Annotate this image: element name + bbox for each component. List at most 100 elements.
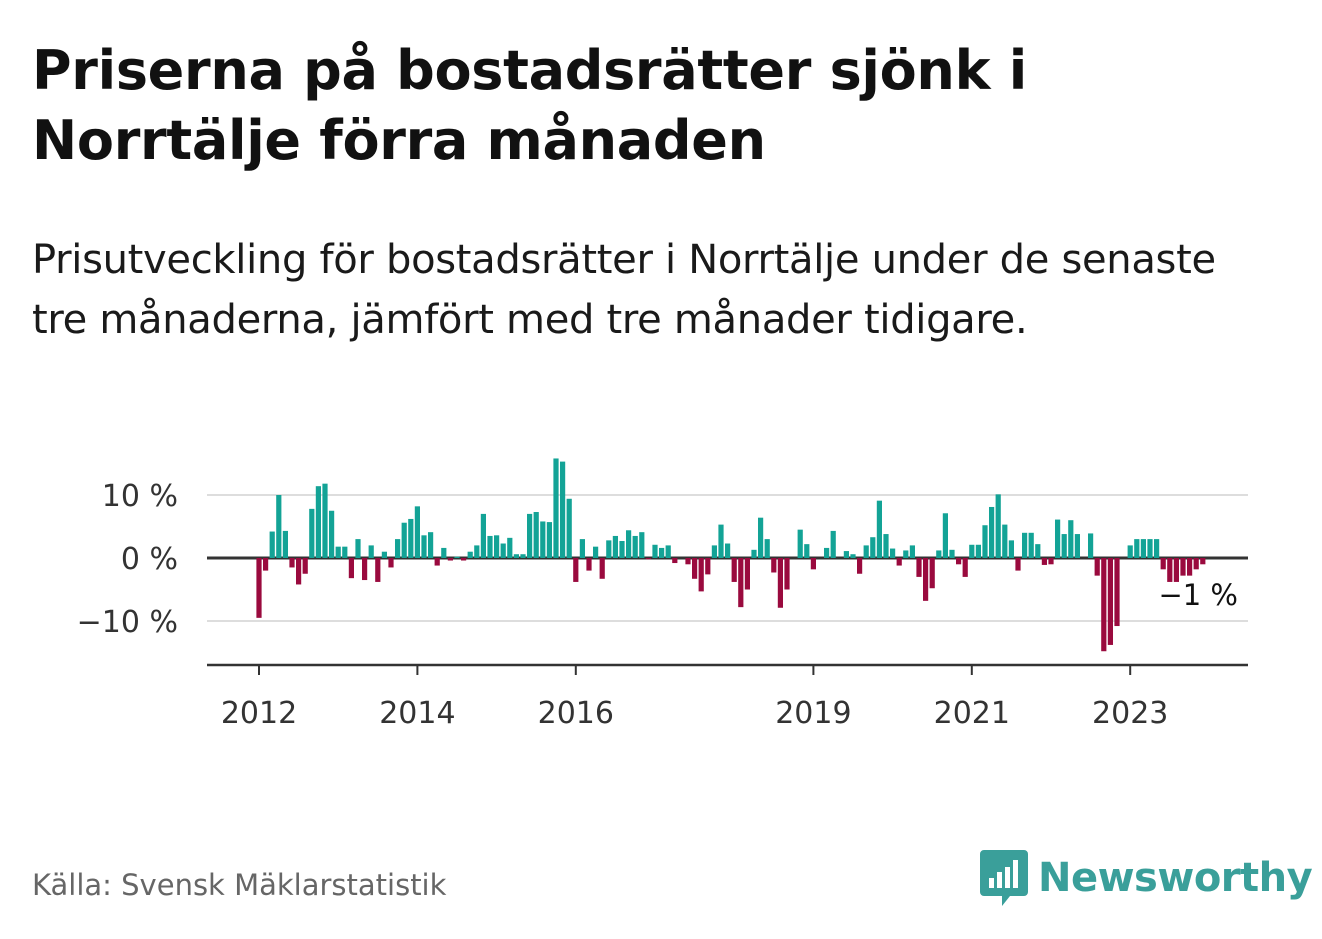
bar [764,539,770,558]
bar [513,554,519,558]
bar [705,558,711,575]
bar [296,558,302,585]
bar [566,498,572,558]
bar [916,558,922,577]
bar [395,539,401,558]
bar [1193,558,1199,570]
bar [579,539,585,558]
bar [1041,558,1047,565]
bar [632,535,638,558]
bar [454,556,460,558]
bar [612,535,618,558]
bar [507,537,513,558]
bar [573,558,579,582]
bar [1055,519,1061,558]
bar [929,558,935,589]
bar [533,512,539,558]
bar [348,558,354,579]
bar [282,530,288,558]
bar [434,558,440,566]
bar [731,558,737,582]
y-tick-label: −10 % [77,605,178,640]
bar [368,545,374,558]
bar [401,522,407,558]
bar [381,551,387,558]
source-note: Källa: Svensk Mäklarstatistik [32,868,447,902]
y-axis-labels: 10 % 0 % −10 % [77,479,178,640]
bar [335,546,341,558]
bar [810,558,816,570]
last-value-label: −1 % [1158,578,1238,612]
x-tick-label: 2014 [379,696,455,731]
bar [263,558,269,571]
bar [995,494,1001,558]
chart-subtitle: Prisutveckling för bostadsrätter i Norrt… [32,237,1216,343]
bar-chart: 10 % 0 % −10 % 2012 2014 2016 2019 2021 2023 −1… [77,458,1248,731]
bar [626,530,632,558]
bar [599,558,605,579]
bar [447,558,453,561]
bar [494,535,500,558]
bar [936,550,942,558]
bar [256,558,262,618]
bar [302,558,308,574]
bar [797,529,803,558]
bar [1107,558,1113,645]
bar [1167,558,1173,582]
bar [969,544,975,558]
bar [1173,558,1179,582]
bar [890,548,896,558]
bar [1200,558,1206,565]
bar [1008,540,1014,558]
bar [342,546,348,558]
bar [850,554,856,558]
bar [1035,544,1041,558]
x-tick-label: 2016 [538,696,614,731]
bar [883,534,889,558]
bar [461,558,467,561]
bar [1094,558,1100,576]
bar [909,545,915,558]
x-tick-label: 2021 [934,696,1010,731]
brand-logo[interactable]: Newsworthy [980,848,1313,908]
bar [956,558,962,565]
bar [738,558,744,608]
bar [388,558,394,568]
bar [777,558,783,608]
bar [1127,545,1133,558]
bar [824,547,830,558]
bar [362,558,368,581]
bar [546,522,552,558]
bar [487,535,493,558]
bar [771,558,777,573]
x-tick-label: 2019 [775,696,851,731]
chart-title: Priserna på bostadsrätter sjönk i Norrtä… [32,39,1027,172]
bar [520,554,526,558]
bar [758,517,764,558]
bar [276,495,282,558]
bar [606,540,612,558]
bar [876,500,882,558]
bar [408,518,414,558]
bar [870,537,876,558]
bar [1147,539,1153,558]
bar [857,558,863,574]
bar [414,506,420,558]
bar [1088,533,1094,558]
x-axis: 2012 2014 2016 2019 2021 2023 [207,663,1248,731]
bar [1002,524,1008,558]
bar [672,558,678,564]
bar [586,558,592,571]
bar [665,545,671,558]
bar [962,558,968,577]
bar [560,461,566,558]
bar [685,558,691,565]
bar [619,540,625,558]
bar [989,506,995,558]
bar [1134,539,1140,558]
bar [593,546,599,558]
bar [1022,532,1028,558]
bar [375,558,381,582]
bar [474,545,480,558]
bar [639,532,645,558]
